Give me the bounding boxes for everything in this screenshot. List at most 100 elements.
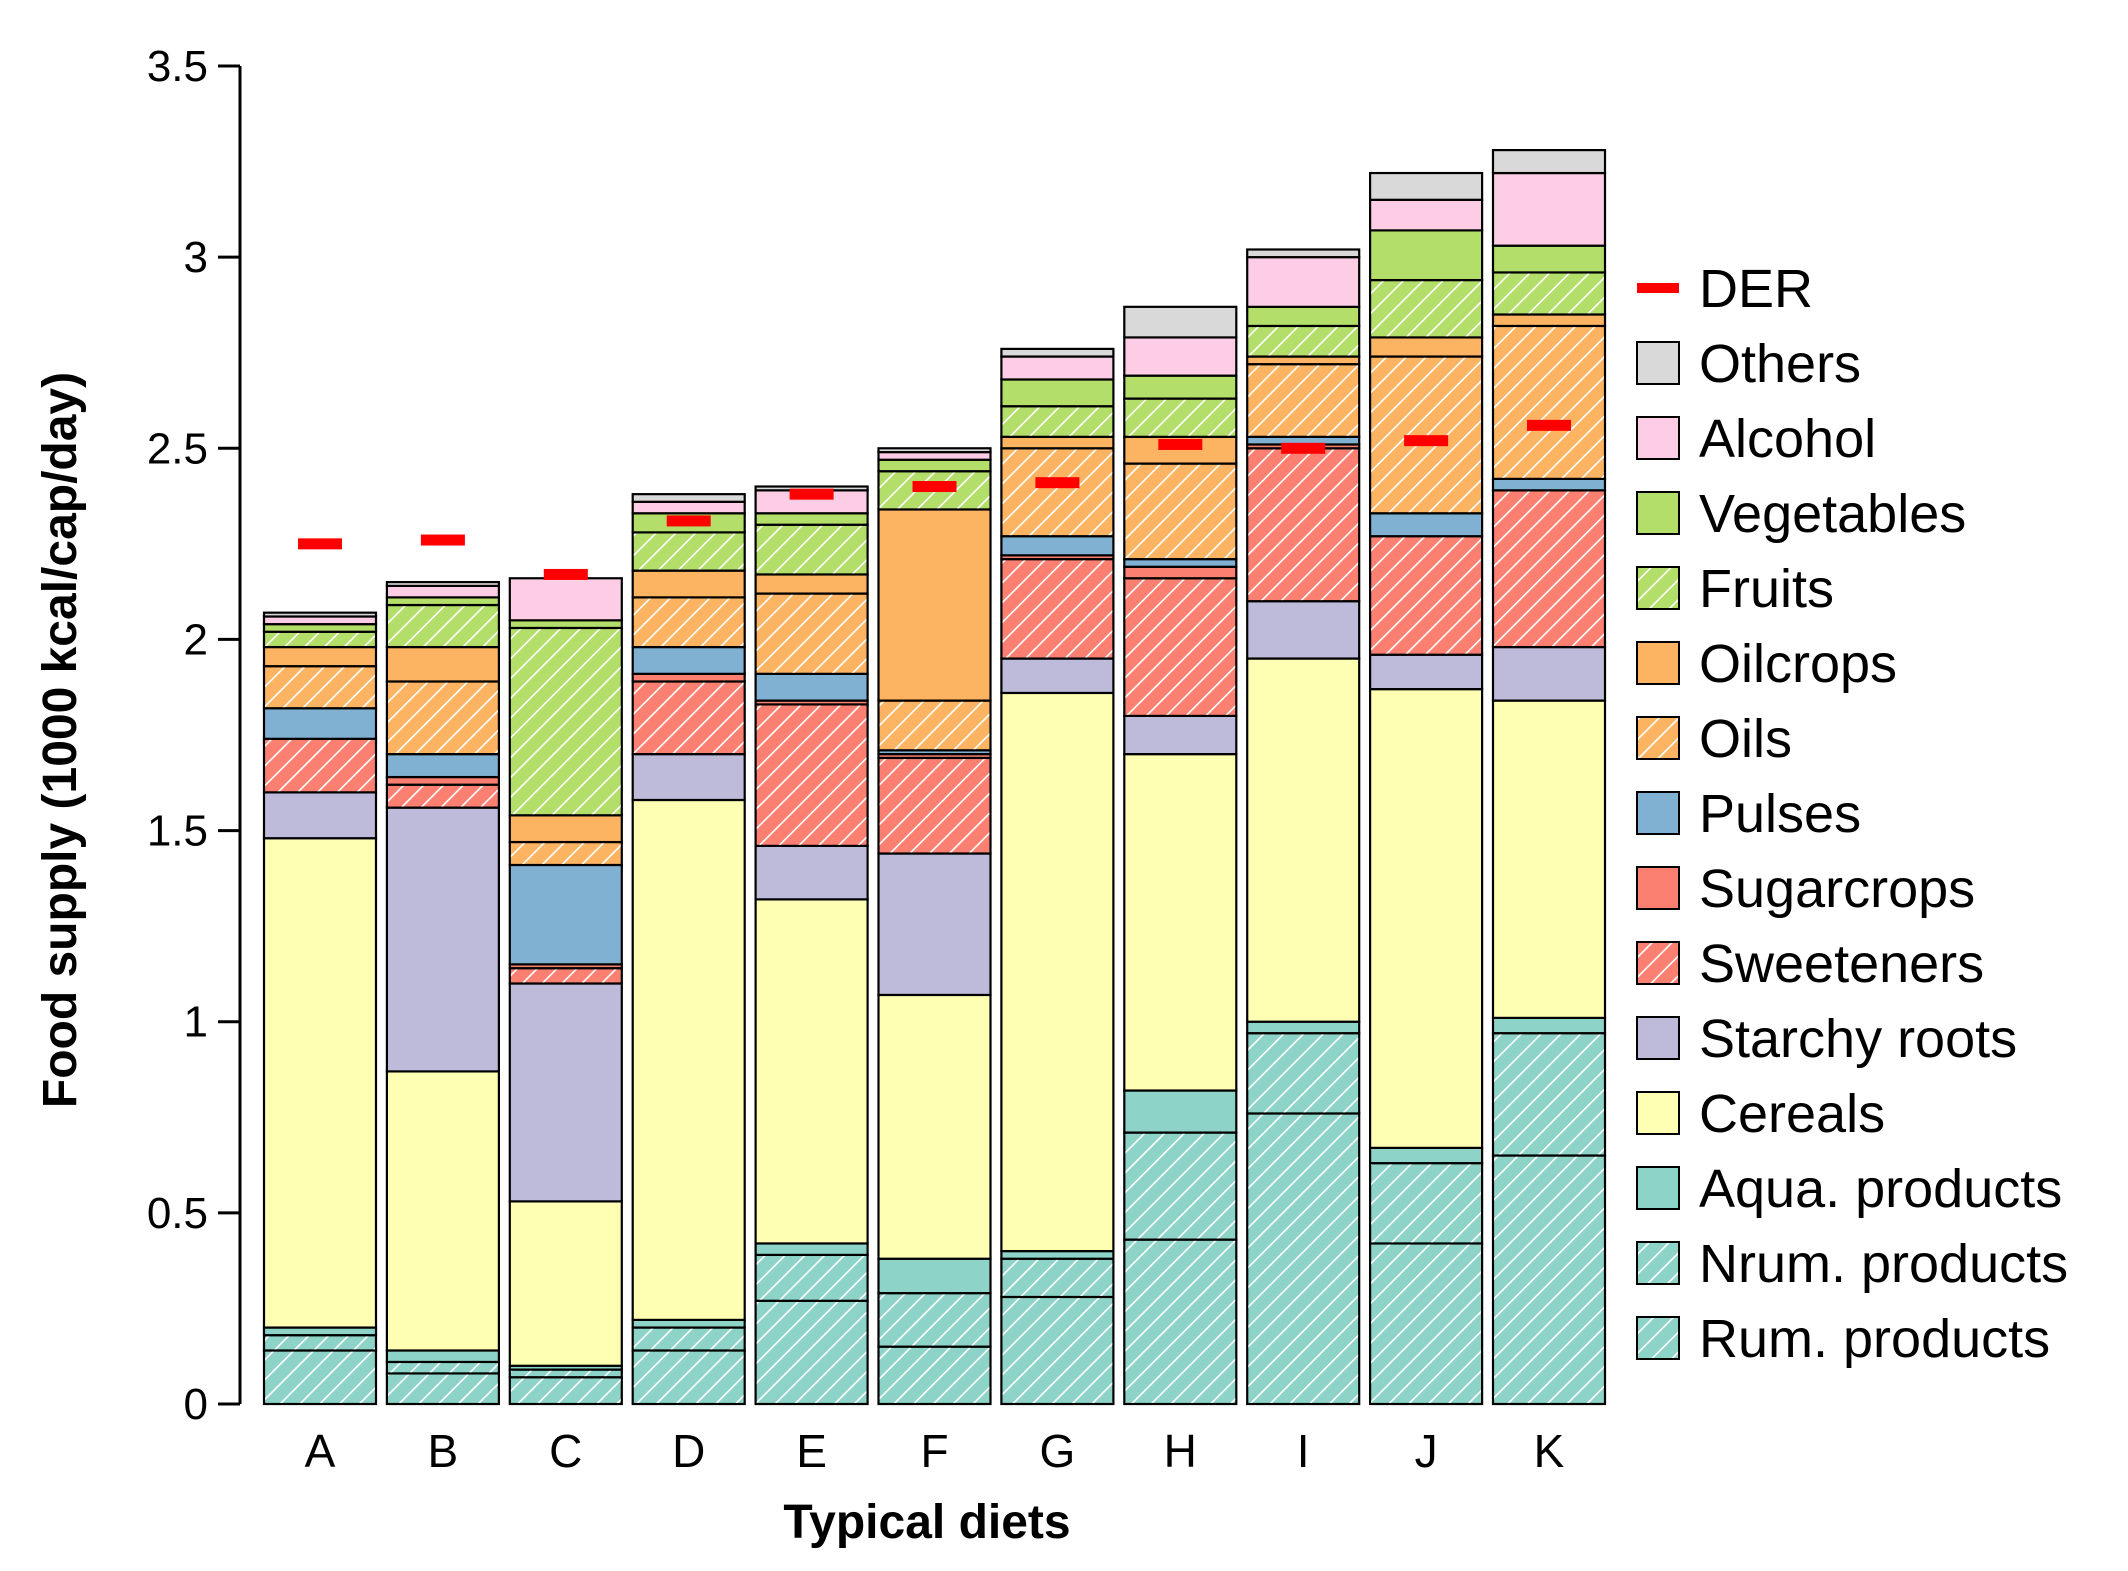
bar-segment-aqua-products xyxy=(877,1257,992,1295)
bar-segment-pulses xyxy=(1000,535,1115,557)
legend-swatch-der xyxy=(1637,283,1679,293)
bar-segment-cereals xyxy=(1123,753,1238,1092)
bar-hatch-oils xyxy=(879,701,990,750)
bar-hatch-sweeteners xyxy=(756,705,867,845)
bar-segment-aqua-products xyxy=(631,1318,746,1329)
legend-swatch xyxy=(1636,341,1680,385)
bar-segment-starchy-roots xyxy=(877,852,992,997)
legend-item: Oilcrops xyxy=(1636,634,1897,694)
y-tick-label: 3.5 xyxy=(147,42,208,91)
legend-label: Sugarcrops xyxy=(1699,859,1975,919)
stacked-bars xyxy=(262,149,1607,1406)
bar-group-A xyxy=(262,611,378,1406)
bar-hatch-oils xyxy=(633,598,744,646)
bar-hatch-sweeteners xyxy=(1371,537,1481,654)
bar-segment-others xyxy=(262,611,378,618)
bar-hatch-fruits xyxy=(265,632,375,646)
x-tick-label: D xyxy=(672,1425,705,1477)
legend-label: Oils xyxy=(1699,709,1792,769)
bar-segment-vegetables xyxy=(1491,244,1607,274)
legend-label: Pulses xyxy=(1699,784,1861,844)
legend-swatch xyxy=(1636,1091,1680,1135)
bar-group-D xyxy=(631,493,746,1406)
bar-hatch-rum-products xyxy=(1371,1244,1481,1403)
bar-hatch-sweeteners xyxy=(879,759,990,853)
bar-segment-starchy-roots xyxy=(1246,600,1361,660)
x-axis-title: Typical diets xyxy=(783,1496,1070,1549)
bar-hatch-oils xyxy=(265,667,375,708)
bar-segment-alcohol xyxy=(1246,256,1361,308)
der-markers xyxy=(298,419,1571,580)
bar-group-G xyxy=(1000,347,1115,1406)
bar-segment-cereals xyxy=(1246,657,1361,1023)
bar-hatch-oils xyxy=(756,594,867,673)
legend-item: Alcohol xyxy=(1636,409,1876,469)
bar-segment-aqua-products xyxy=(1123,1089,1238,1134)
bar-segment-oilcrops xyxy=(1246,355,1361,366)
bar-hatch-sweeteners xyxy=(388,785,498,807)
bar-hatch-fruits xyxy=(756,525,867,574)
bar-segment-cereals xyxy=(631,798,746,1321)
bar-hatch-nrum-products xyxy=(633,1328,744,1350)
legend-swatch xyxy=(1636,866,1680,910)
y-tick-label: 3 xyxy=(184,233,208,282)
bar-hatch-nrum-products xyxy=(388,1363,498,1373)
legend-item: Nrum. products xyxy=(1636,1234,2068,1294)
y-tick-label: 2.5 xyxy=(147,424,208,473)
bar-segment-vegetables xyxy=(1368,229,1484,282)
y-axis-title: Food supply (1000 kcal/cap/day) xyxy=(34,372,87,1108)
bar-segment-starchy-roots xyxy=(262,791,378,840)
x-tick-label: I xyxy=(1297,1425,1310,1477)
bar-segment-others xyxy=(1123,305,1238,339)
bar-segment-others xyxy=(631,493,746,503)
bar-segment-cereals xyxy=(262,837,378,1329)
bar-segment-vegetables xyxy=(385,596,500,607)
bar-segment-alcohol xyxy=(508,577,623,622)
bar-hatch-rum-products xyxy=(1494,1156,1604,1403)
bar-hatch-fruits xyxy=(510,629,621,815)
bar-hatch-oils xyxy=(388,682,498,754)
bar-hatch-oils xyxy=(510,843,621,864)
bar-hatch-oils xyxy=(1125,464,1236,559)
bar-hatch-fruits xyxy=(633,533,744,570)
bar-group-H xyxy=(1123,305,1238,1406)
bar-segment-cereals xyxy=(1491,699,1607,1019)
bar-group-B xyxy=(385,580,500,1406)
bar-hatch-rum-products xyxy=(388,1374,498,1403)
y-tick-label: 0.5 xyxy=(147,1189,208,1238)
bar-segment-oilcrops xyxy=(877,508,992,702)
bar-segment-pulses xyxy=(1368,512,1484,538)
legend-swatch xyxy=(1636,1016,1680,1060)
legend-label: Sweeteners xyxy=(1699,934,1984,994)
bar-segment-cereals xyxy=(1000,691,1115,1253)
legend-item: Cereals xyxy=(1636,1084,1885,1144)
bar-hatch-sweeteners xyxy=(1248,449,1359,601)
bar-segment-pulses xyxy=(1123,558,1238,568)
bar-hatch-oils xyxy=(1248,365,1359,436)
bar-group-E xyxy=(754,485,869,1406)
bar-segment-aqua-products xyxy=(385,1349,500,1364)
bar-hatch-oils xyxy=(1494,327,1604,478)
bar-hatch-sweeteners xyxy=(633,682,744,754)
bar-segment-alcohol xyxy=(1491,171,1607,247)
bar-hatch-oils xyxy=(1002,449,1113,536)
bar-segment-aqua-products xyxy=(754,1242,869,1257)
legend-swatch-hatch xyxy=(1638,1243,1678,1283)
legend-label: Starchy roots xyxy=(1699,1009,2017,1069)
bar-group-J xyxy=(1368,171,1484,1406)
der-marker xyxy=(543,568,588,580)
bar-hatch-rum-products xyxy=(265,1351,375,1403)
der-marker xyxy=(1035,477,1080,489)
der-marker xyxy=(1527,419,1571,431)
bar-segment-vegetables xyxy=(1123,374,1238,400)
bar-segment-others xyxy=(1368,171,1484,201)
bar-hatch-nrum-products xyxy=(1494,1034,1604,1155)
bar-hatch-rum-products xyxy=(633,1351,744,1403)
bar-group-K xyxy=(1491,149,1607,1406)
bar-segment-oilcrops xyxy=(1000,435,1115,450)
bar-hatch-nrum-products xyxy=(265,1336,375,1350)
bar-hatch-nrum-products xyxy=(1002,1259,1113,1296)
legend-item: Fruits xyxy=(1636,559,1834,619)
bar-segment-starchy-roots xyxy=(631,753,746,802)
bar-segment-sugarcrops xyxy=(631,672,746,683)
